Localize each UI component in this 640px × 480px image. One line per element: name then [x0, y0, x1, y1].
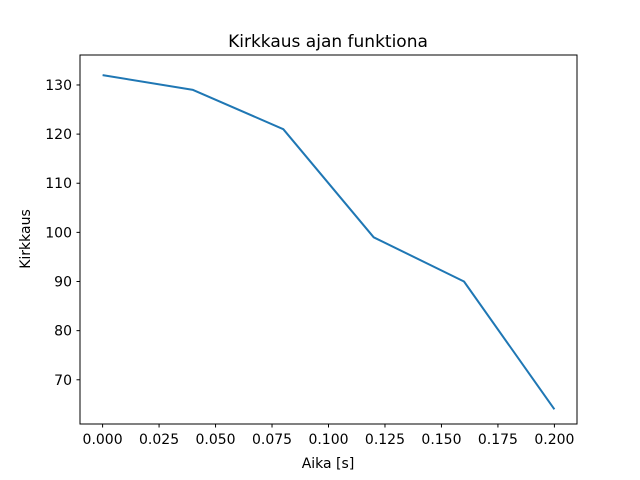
plot-area	[79, 54, 578, 425]
data-line	[102, 74, 556, 410]
y-tick-label: 120	[45, 127, 72, 143]
y-axis: 70 80 90 100 110 120 130	[45, 78, 80, 389]
y-tick-label: 100	[45, 225, 72, 241]
y-tick-label: 80	[54, 324, 72, 340]
y-axis-label: Kirkkaus	[18, 209, 34, 269]
x-tick-label: 0.000	[83, 432, 123, 448]
x-tick-label: 0.150	[421, 432, 461, 448]
x-tick-label: 0.025	[139, 432, 179, 448]
y-tick-label: 130	[45, 78, 72, 94]
x-axis-label: Aika [s]	[302, 456, 355, 472]
y-tick-label: 90	[54, 275, 72, 291]
x-axis: 0.000 0.025 0.050 0.075 0.100 0.125 0.150 0.175…	[83, 424, 574, 448]
x-tick-label: 0.100	[308, 432, 348, 448]
x-tick-label: 0.200	[534, 432, 574, 448]
y-tick-label: 70	[54, 373, 72, 389]
y-tick-label: 110	[45, 176, 72, 192]
x-tick-label: 0.075	[252, 432, 292, 448]
chart-title: Kirkkaus ajan funktiona	[228, 32, 428, 52]
x-tick-label: 0.175	[478, 432, 518, 448]
x-tick-label: 0.050	[195, 432, 235, 448]
x-tick-label: 0.125	[365, 432, 405, 448]
